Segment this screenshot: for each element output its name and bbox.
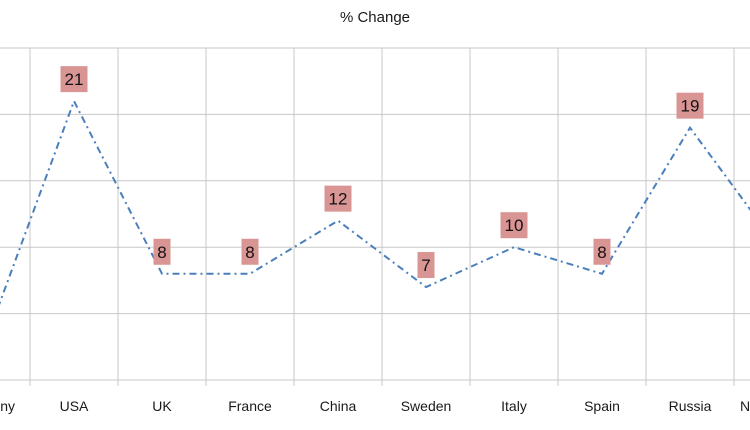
x-tick-label: Spain [584, 398, 620, 414]
data-label-text: 8 [157, 243, 166, 262]
x-tick-label: Russia [669, 398, 712, 414]
series-line [0, 98, 750, 306]
data-label: 21 [60, 66, 88, 93]
data-label-box [676, 92, 704, 119]
x-tick-label: France [228, 398, 272, 414]
data-label: 8 [241, 238, 259, 265]
data-label-text: 21 [65, 70, 84, 89]
chart-title: % Change [339, 9, 411, 26]
x-tick-label: Sweden [401, 398, 452, 414]
data-label: 8 [153, 238, 171, 265]
data-label-text: 7 [421, 256, 430, 275]
data-label-box [153, 238, 171, 265]
x-tick-label: USA [60, 398, 89, 414]
x-tick-label: China [320, 398, 357, 414]
data-label-box [500, 212, 528, 239]
data-label: 12 [324, 185, 352, 212]
data-label-box [593, 238, 611, 265]
x-tick-label: Italy [501, 398, 527, 414]
data-label: 8 [593, 238, 611, 265]
x-tick-label: N [740, 398, 750, 414]
data-label-text: 19 [681, 97, 700, 116]
data-label: 7 [417, 252, 435, 279]
x-tick-label: UK [152, 398, 172, 414]
data-label: 10 [500, 212, 528, 239]
data-label-box [60, 66, 88, 93]
data-label-text: 12 [329, 190, 348, 209]
data-label-text: 8 [245, 243, 254, 262]
data-label-box [241, 238, 259, 265]
x-tick-label: ny [0, 398, 15, 414]
data-label-text: 8 [597, 243, 606, 262]
data-label-text: 10 [505, 216, 524, 235]
data-label: 19 [676, 92, 704, 119]
data-label-box [417, 252, 435, 279]
data-label-box [324, 185, 352, 212]
